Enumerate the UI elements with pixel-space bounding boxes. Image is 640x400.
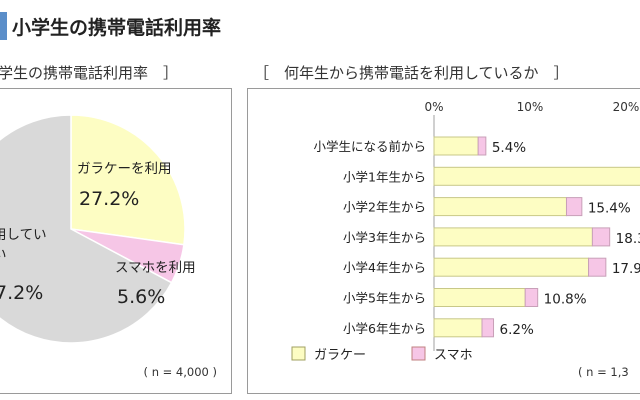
pie-sample-size: ( n = 4,000 ) <box>143 365 217 379</box>
page-title: 小学生の携帯電話利用率 <box>12 17 222 39</box>
bar-garakei <box>433 197 567 217</box>
right-panel-title: ［ 何年生から携帯電話を利用しているか ］ <box>254 64 569 82</box>
bar-chart-panel: 0%10%20%30%小学生になる前から5.4%小学1年生から25.9%小学2年… <box>247 88 640 394</box>
category-label: 小学5年生から <box>343 291 426 306</box>
legend-garakei-swatch <box>291 346 306 361</box>
pie-slice-name: い <box>0 247 7 263</box>
bar-sumaho <box>565 197 583 217</box>
bar-sumaho <box>524 288 539 307</box>
bar-total-label: 10.8% <box>544 292 587 308</box>
pie-chart-panel: ガラケーを利用 27.2% スマホを利用 5.6% 用していい 7.2% ( n = 4,… <box>0 88 232 394</box>
category-label: 小学生になる前から <box>313 139 426 154</box>
legend-sumaho-swatch <box>411 346 426 361</box>
legend-sumaho-label: スマホ <box>434 348 473 363</box>
bar-garakei <box>433 166 640 186</box>
pie-slice-name: スマホを利用 <box>115 260 196 276</box>
category-label: 小学6年生から <box>343 321 426 336</box>
legend-garakei-label: ガラケー <box>314 348 366 363</box>
category-label: 小学4年生から <box>343 260 426 275</box>
bar-garakei <box>433 136 479 156</box>
category-label: 小学3年生から <box>343 230 426 245</box>
pie-slice-name: ガラケーを利用 <box>77 161 172 177</box>
pie-slice-not-using <box>0 114 173 344</box>
bar-garakei <box>433 288 526 307</box>
title-accent-bar <box>0 12 7 40</box>
bar-total-label: 18.3% <box>616 231 640 247</box>
bar-sumaho <box>481 318 495 338</box>
x-tick-label: 10% <box>517 100 544 114</box>
bar-sumaho <box>588 257 607 277</box>
bar-total-label: 6.2% <box>500 322 534 338</box>
bar-sample-size: ( n = 1,3 <box>578 365 629 379</box>
pie-slice-value: 5.6% <box>117 286 165 308</box>
category-label: 小学2年生から <box>343 200 426 215</box>
bar-total-label: 15.4% <box>588 201 631 217</box>
pie-slice-value: 7.2% <box>0 282 43 304</box>
x-tick-label: 20% <box>613 100 640 114</box>
bar-sumaho <box>477 136 487 156</box>
pie-slice-value: 27.2% <box>79 188 139 210</box>
left-panel-title: 学生の携帯電話利用率 ］ <box>0 64 179 82</box>
category-label: 小学1年生から <box>343 169 426 184</box>
bar-garakei <box>433 227 593 247</box>
bar-garakei <box>433 318 483 338</box>
x-tick-label: 0% <box>424 100 443 114</box>
bar-chart: 0%10%20%30%小学生になる前から5.4%小学1年生から25.9%小学2年… <box>291 100 640 363</box>
pie-slice-garakei <box>70 114 186 246</box>
bar-total-label: 5.4% <box>492 140 526 156</box>
pie-slice-name: 用してい <box>0 227 47 243</box>
bar-garakei <box>433 257 590 277</box>
pie-chart: ガラケーを利用 27.2% スマホを利用 5.6% 用していい 7.2% <box>0 114 196 344</box>
bar-total-label: 17.9% <box>612 261 640 277</box>
bar-sumaho <box>591 227 611 247</box>
